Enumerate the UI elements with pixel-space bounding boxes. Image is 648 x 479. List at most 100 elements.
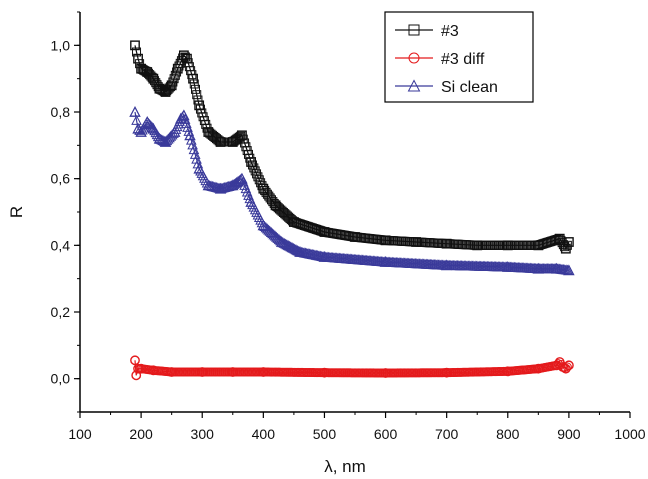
y-axis-label: R — [7, 206, 26, 218]
x-tick-label: 600 — [374, 426, 398, 442]
data-point — [189, 148, 201, 159]
legend-marker — [408, 52, 420, 64]
legend-label: Si clean — [441, 79, 498, 96]
data-point — [533, 240, 544, 251]
data-point — [247, 160, 257, 170]
data-point — [379, 256, 392, 267]
legend-box — [384, 11, 534, 103]
data-point — [562, 362, 572, 372]
data-point — [193, 162, 205, 174]
data-point — [166, 80, 177, 91]
data-point — [237, 130, 247, 141]
data-point — [192, 90, 202, 100]
data-point — [257, 219, 270, 231]
data-point — [178, 50, 189, 61]
data-series — [129, 40, 575, 381]
data-point — [194, 100, 205, 111]
data-point — [215, 137, 226, 147]
x-axis-label: λ, nm — [324, 457, 366, 476]
data-point — [227, 137, 238, 147]
data-point — [318, 251, 331, 262]
y-tick-label: 0,4 — [51, 237, 71, 253]
data-point — [147, 122, 160, 134]
data-point — [166, 367, 177, 377]
data-point — [562, 240, 572, 250]
data-point — [275, 236, 288, 247]
x-axis: 100 200 300 400 500 600 700 800 900 1000 — [68, 412, 646, 442]
data-point — [268, 229, 280, 240]
data-point — [169, 74, 179, 84]
data-point — [532, 262, 545, 274]
legend-marker — [407, 79, 421, 92]
data-point — [135, 126, 147, 137]
data-point — [258, 367, 269, 377]
data-point — [560, 243, 571, 254]
data-point — [131, 114, 142, 125]
data-point — [236, 172, 248, 184]
data-point — [411, 237, 422, 247]
data-point — [258, 183, 269, 194]
data-point — [193, 95, 203, 105]
x-tick-label: 1000 — [614, 426, 645, 442]
data-point — [294, 246, 306, 257]
data-point — [175, 112, 187, 124]
data-point — [441, 238, 452, 249]
data-point — [187, 139, 198, 150]
data-point — [380, 235, 391, 246]
data-point — [172, 63, 183, 74]
data-point — [159, 136, 172, 147]
legend-label: #3 diff — [441, 51, 485, 68]
data-point — [184, 129, 196, 141]
x-tick-label: 100 — [68, 426, 92, 442]
data-point — [183, 125, 195, 136]
data-point — [148, 365, 159, 376]
x-tick-label: 300 — [191, 426, 215, 442]
y-tick-label: 0,0 — [51, 371, 71, 387]
data-point — [227, 179, 239, 191]
data-point — [563, 360, 574, 371]
data-point — [350, 232, 360, 242]
data-point — [191, 153, 202, 164]
data-point — [214, 182, 227, 194]
data-point — [551, 360, 562, 371]
data-point — [249, 163, 259, 173]
data-point — [148, 73, 159, 84]
y-tick-label: 1,0 — [51, 37, 71, 53]
data-point — [252, 169, 262, 179]
data-point — [235, 174, 246, 185]
legend: #3 #3 diff Si clean — [384, 11, 534, 103]
data-point — [178, 109, 190, 121]
series--3 — [130, 40, 574, 254]
data-point — [133, 363, 143, 374]
data-point — [188, 144, 200, 155]
data-point — [557, 362, 568, 372]
x-tick-label: 200 — [129, 426, 153, 442]
data-point — [260, 222, 272, 233]
data-point — [182, 53, 192, 64]
data-point — [270, 200, 281, 211]
data-point — [159, 135, 170, 146]
data-point — [142, 67, 153, 77]
data-point — [554, 357, 565, 367]
data-point — [264, 225, 276, 236]
y-axis: 0,0 0,2 0,4 0,6 0,8 1,0 — [51, 11, 80, 413]
data-point — [188, 73, 198, 84]
y-tick-label: 0,8 — [51, 104, 71, 120]
legend-label: #3 — [441, 23, 459, 40]
data-point — [246, 157, 257, 167]
data-point — [269, 230, 281, 241]
data-point — [261, 223, 273, 234]
data-point — [154, 83, 165, 94]
data-point — [197, 367, 208, 377]
data-point — [131, 370, 142, 381]
plot-area — [79, 12, 630, 413]
data-point — [319, 367, 330, 378]
data-point — [168, 126, 181, 137]
y-tick-label: 0,2 — [51, 304, 71, 320]
series--3-diff — [130, 355, 574, 381]
data-point — [273, 234, 285, 245]
data-point — [133, 53, 143, 64]
data-point — [563, 237, 574, 247]
legend-marker — [408, 24, 420, 36]
